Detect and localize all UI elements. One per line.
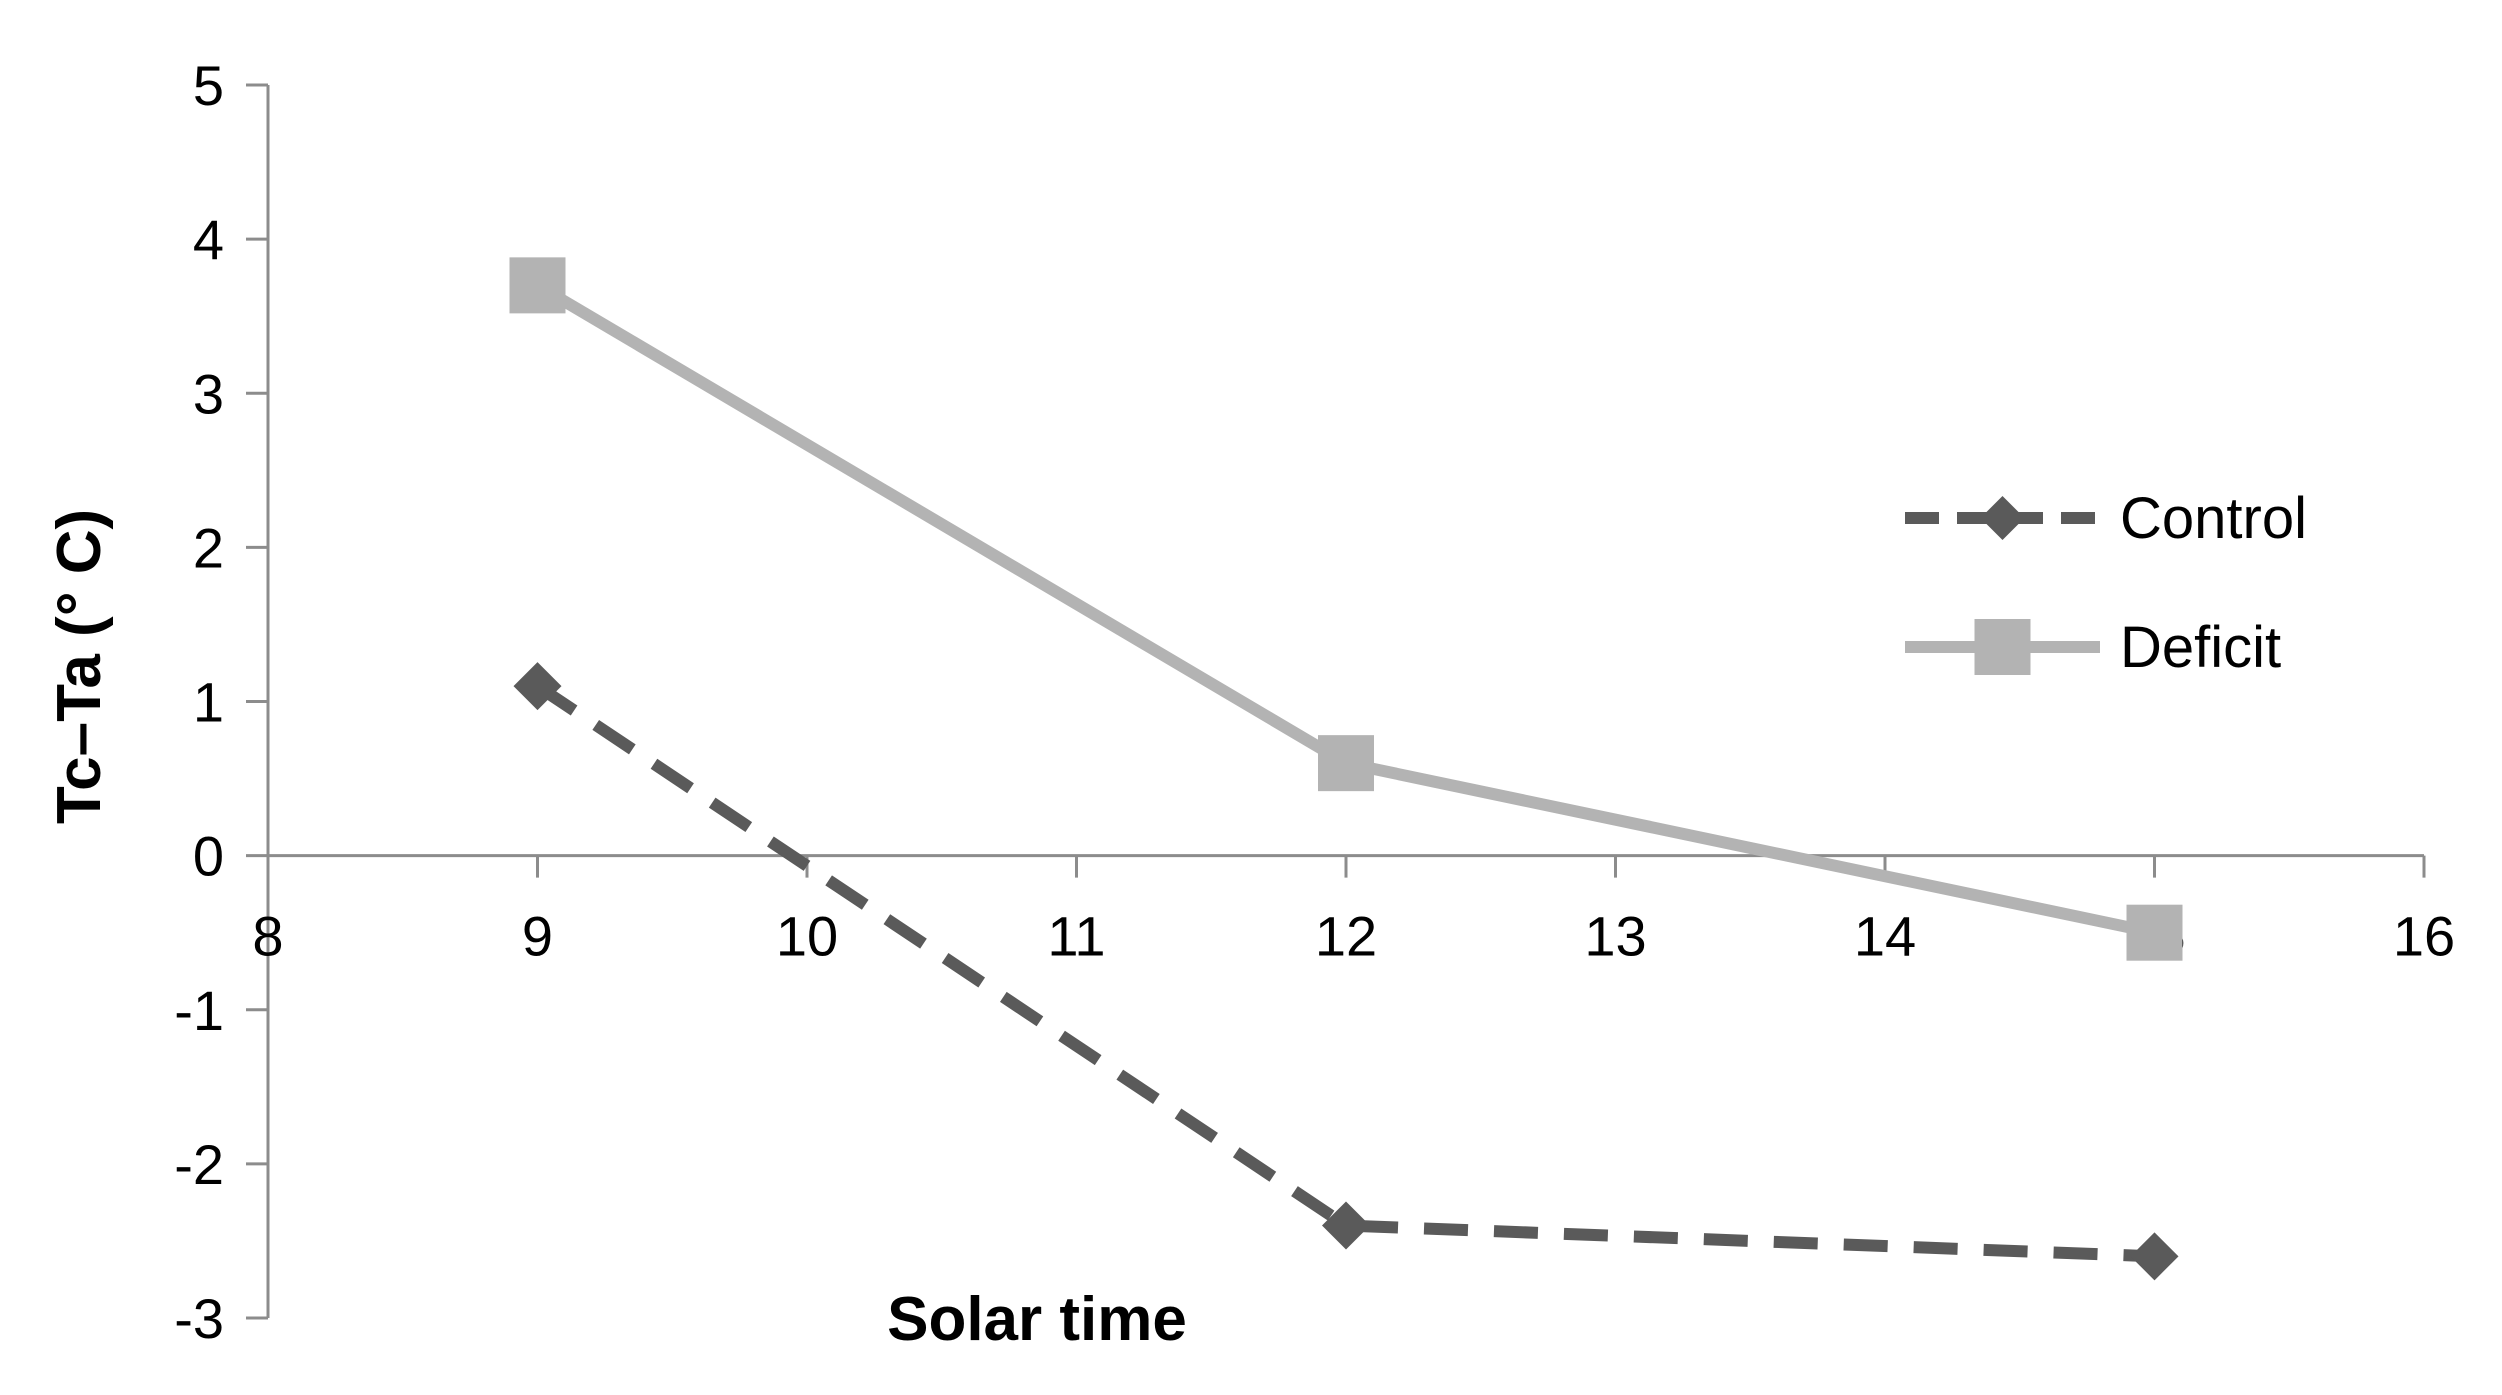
data-point-deficit	[1318, 735, 1374, 792]
x-tick-label: 16	[2393, 905, 2455, 968]
y-tick-label: 2	[193, 516, 224, 579]
x-axis-title: Solar time	[887, 1285, 1187, 1354]
legend-swatch-marker	[1974, 619, 2031, 675]
axes: -3-2-10123458910111213141516	[174, 54, 2455, 1350]
data-point-deficit	[509, 257, 566, 314]
y-tick-label: 0	[193, 825, 224, 888]
x-tick-label: 13	[1584, 905, 1646, 968]
data-point-control	[2130, 1232, 2179, 1281]
series-line-control	[534, 681, 2155, 1263]
y-tick-label: 4	[193, 208, 224, 271]
y-tick-label: -3	[174, 1287, 224, 1350]
data-point-control	[1322, 1201, 1370, 1250]
data-point-control	[513, 662, 562, 711]
series-line-deficit	[534, 280, 2156, 939]
y-tick-label: 5	[193, 54, 224, 117]
y-tick-label: -1	[174, 979, 224, 1042]
x-tick-label: 8	[252, 905, 283, 968]
x-tick-label: 14	[1854, 905, 1916, 968]
legend-swatch-marker	[1980, 496, 2025, 540]
legend-label: Control	[2120, 486, 2307, 551]
x-tick-label: 12	[1315, 905, 1377, 968]
series-deficit	[509, 257, 2183, 961]
series-control	[513, 662, 2179, 1281]
x-tick-label: 11	[1047, 905, 1105, 968]
x-tick-label: 10	[776, 905, 838, 968]
legend-item-deficit: Deficit	[1905, 615, 2281, 680]
y-axis-title: Tc–Ta (° C)	[45, 509, 114, 824]
data-point-deficit	[2126, 904, 2183, 961]
legend: Control Deficit	[1905, 486, 2307, 680]
legend-item-control: Control	[1905, 486, 2307, 551]
series-layer	[509, 257, 2183, 1281]
y-tick-label: 1	[193, 671, 224, 734]
legend-label: Deficit	[2120, 615, 2281, 680]
x-tick-label: 9	[522, 905, 553, 968]
y-tick-label: 3	[193, 362, 224, 425]
y-tick-label: -2	[174, 1133, 224, 1196]
